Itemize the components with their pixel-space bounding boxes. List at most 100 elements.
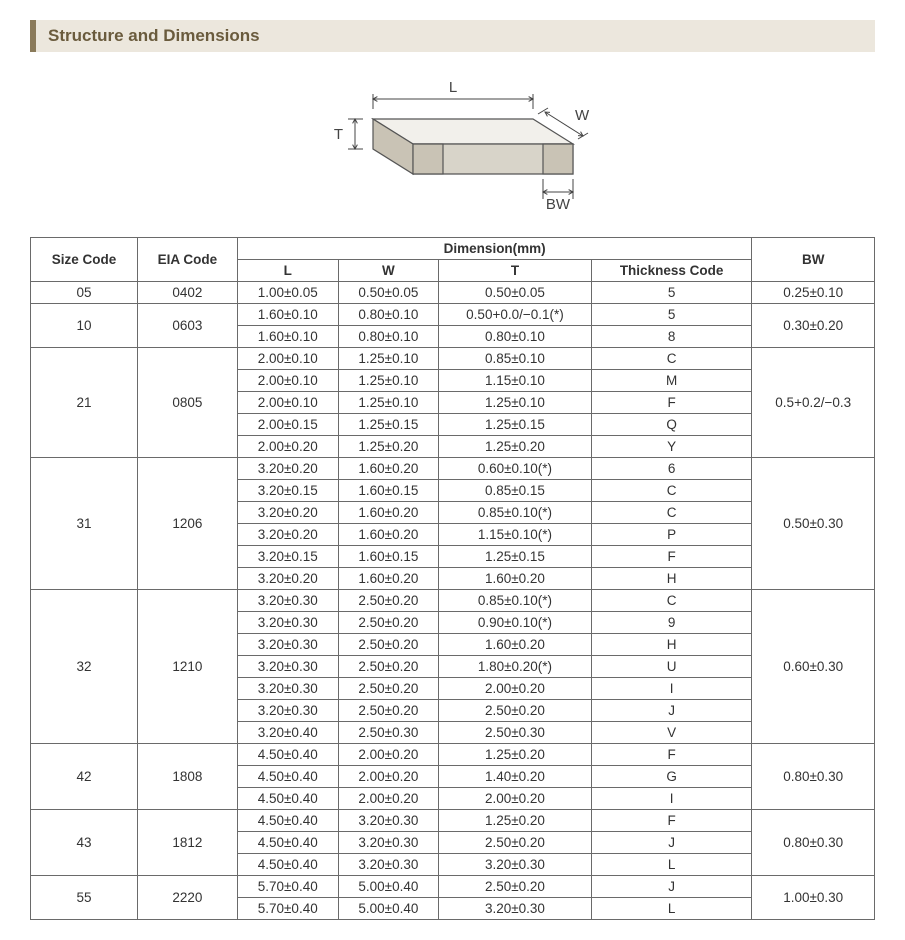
- cell-TC: P: [591, 524, 752, 546]
- cell-TC: U: [591, 656, 752, 678]
- col-eia-code: EIA Code: [137, 238, 237, 282]
- cell-T: 0.50±0.05: [439, 282, 592, 304]
- cell-L: 3.20±0.20: [237, 524, 338, 546]
- cell-T: 1.25±0.10: [439, 392, 592, 414]
- cell-T: 1.40±0.20: [439, 766, 592, 788]
- col-size-code: Size Code: [31, 238, 138, 282]
- cell-TC: J: [591, 832, 752, 854]
- cell-L: 4.50±0.40: [237, 766, 338, 788]
- cell-TC: F: [591, 392, 752, 414]
- cell-T: 1.60±0.20: [439, 634, 592, 656]
- cell-T: 2.50±0.30: [439, 722, 592, 744]
- cell-L: 3.20±0.20: [237, 458, 338, 480]
- cell-W: 0.80±0.10: [338, 326, 439, 348]
- cell-size-code: 31: [31, 458, 138, 590]
- cell-W: 1.60±0.20: [338, 458, 439, 480]
- cell-eia-code: 0402: [137, 282, 237, 304]
- cell-bw: 0.80±0.30: [752, 744, 875, 810]
- cell-size-code: 10: [31, 304, 138, 348]
- cell-TC: G: [591, 766, 752, 788]
- section-title: Structure and Dimensions: [30, 20, 875, 52]
- table-row: 4318124.50±0.403.20±0.301.25±0.20F0.80±0…: [31, 810, 875, 832]
- table-row: 4218084.50±0.402.00±0.201.25±0.20F0.80±0…: [31, 744, 875, 766]
- cell-T: 0.60±0.10(*): [439, 458, 592, 480]
- cell-TC: F: [591, 546, 752, 568]
- cell-W: 2.50±0.20: [338, 678, 439, 700]
- cell-TC: C: [591, 480, 752, 502]
- cell-L: 3.20±0.30: [237, 656, 338, 678]
- cell-L: 3.20±0.30: [237, 634, 338, 656]
- cell-size-code: 43: [31, 810, 138, 876]
- cell-bw: 0.5+0.2/−0.3: [752, 348, 875, 458]
- cell-T: 0.80±0.10: [439, 326, 592, 348]
- cell-W: 2.50±0.20: [338, 612, 439, 634]
- cell-bw: 1.00±0.30: [752, 876, 875, 920]
- col-T: T: [439, 260, 592, 282]
- cell-T: 2.00±0.20: [439, 788, 592, 810]
- cell-T: 0.90±0.10(*): [439, 612, 592, 634]
- cell-size-code: 21: [31, 348, 138, 458]
- cell-T: 1.60±0.20: [439, 568, 592, 590]
- cell-L: 5.70±0.40: [237, 876, 338, 898]
- cell-T: 1.15±0.10(*): [439, 524, 592, 546]
- cell-L: 4.50±0.40: [237, 744, 338, 766]
- table-row: 3212103.20±0.302.50±0.200.85±0.10(*)C0.6…: [31, 590, 875, 612]
- cell-size-code: 55: [31, 876, 138, 920]
- cell-TC: J: [591, 700, 752, 722]
- cell-W: 1.60±0.15: [338, 546, 439, 568]
- cell-L: 4.50±0.40: [237, 788, 338, 810]
- cell-L: 1.00±0.05: [237, 282, 338, 304]
- cell-W: 3.20±0.30: [338, 832, 439, 854]
- cell-W: 1.25±0.10: [338, 370, 439, 392]
- cell-W: 1.60±0.20: [338, 524, 439, 546]
- cell-TC: L: [591, 854, 752, 876]
- cell-L: 2.00±0.10: [237, 392, 338, 414]
- component-diagram: LTWBW: [30, 64, 875, 219]
- cell-T: 0.85±0.10(*): [439, 590, 592, 612]
- cell-W: 1.60±0.15: [338, 480, 439, 502]
- cell-W: 1.25±0.20: [338, 436, 439, 458]
- cell-L: 3.20±0.30: [237, 612, 338, 634]
- cell-eia-code: 1808: [137, 744, 237, 810]
- cell-L: 5.70±0.40: [237, 898, 338, 920]
- cell-TC: F: [591, 744, 752, 766]
- cell-T: 3.20±0.30: [439, 898, 592, 920]
- cell-TC: V: [591, 722, 752, 744]
- cell-eia-code: 1812: [137, 810, 237, 876]
- cell-eia-code: 2220: [137, 876, 237, 920]
- cell-T: 0.50+0.0/−0.1(*): [439, 304, 592, 326]
- cell-TC: C: [591, 502, 752, 524]
- cell-W: 2.00±0.20: [338, 766, 439, 788]
- cell-L: 3.20±0.20: [237, 568, 338, 590]
- cell-TC: I: [591, 788, 752, 810]
- cell-bw: 0.50±0.30: [752, 458, 875, 590]
- cell-TC: 5: [591, 282, 752, 304]
- cell-W: 5.00±0.40: [338, 898, 439, 920]
- cell-W: 2.50±0.20: [338, 590, 439, 612]
- cell-eia-code: 1206: [137, 458, 237, 590]
- cell-L: 2.00±0.10: [237, 348, 338, 370]
- cell-T: 0.85±0.15: [439, 480, 592, 502]
- cell-TC: L: [591, 898, 752, 920]
- cell-L: 1.60±0.10: [237, 326, 338, 348]
- cell-W: 1.25±0.10: [338, 348, 439, 370]
- svg-text:T: T: [333, 126, 342, 143]
- cell-bw: 0.80±0.30: [752, 810, 875, 876]
- cell-T: 1.80±0.20(*): [439, 656, 592, 678]
- cell-W: 2.50±0.30: [338, 722, 439, 744]
- cell-size-code: 42: [31, 744, 138, 810]
- cell-W: 1.60±0.20: [338, 502, 439, 524]
- cell-TC: J: [591, 876, 752, 898]
- cell-T: 1.25±0.20: [439, 436, 592, 458]
- cell-eia-code: 0805: [137, 348, 237, 458]
- cell-T: 0.85±0.10: [439, 348, 592, 370]
- cell-L: 3.20±0.30: [237, 678, 338, 700]
- cell-L: 2.00±0.20: [237, 436, 338, 458]
- cell-T: 2.50±0.20: [439, 832, 592, 854]
- cell-L: 4.50±0.40: [237, 832, 338, 854]
- col-W: W: [338, 260, 439, 282]
- svg-text:BW: BW: [545, 196, 570, 213]
- cell-L: 4.50±0.40: [237, 854, 338, 876]
- col-L: L: [237, 260, 338, 282]
- cell-TC: H: [591, 568, 752, 590]
